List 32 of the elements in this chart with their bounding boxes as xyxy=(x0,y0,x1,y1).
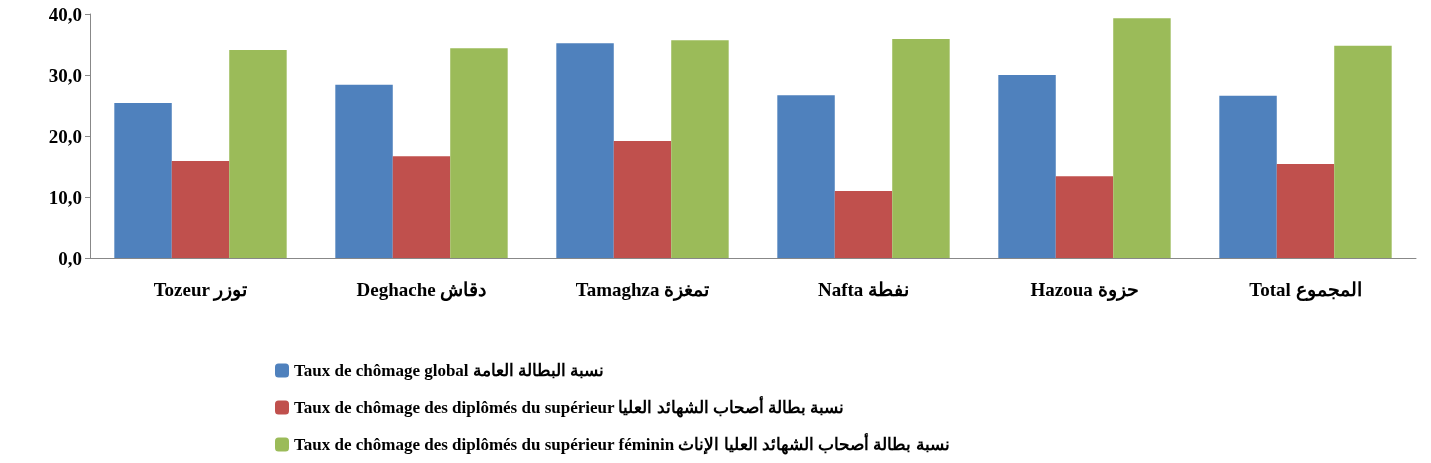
bar xyxy=(114,103,172,258)
x-tick-label: Deghache دقاش xyxy=(356,279,487,301)
bar xyxy=(892,39,950,258)
bar xyxy=(335,84,393,258)
bar xyxy=(834,190,893,258)
bar xyxy=(171,161,230,258)
legend-label: Taux de chômage des diplômés du supérieur féminin نسبة بطالة أصحاب الشهائد العليا الإناث xyxy=(294,432,950,455)
bar xyxy=(229,49,287,258)
bar xyxy=(1334,45,1392,258)
bar xyxy=(998,75,1056,258)
bar xyxy=(1055,176,1114,258)
bar xyxy=(392,156,451,258)
x-tick-label: Hazoua حزوة xyxy=(1030,279,1139,301)
y-tick-label: 10,0 xyxy=(48,186,82,208)
y-tick-label: 30,0 xyxy=(48,64,82,86)
legend-label: Taux de chômage global نسبة البطالة العامة xyxy=(294,361,605,380)
x-tick-label: Nafta نفطة xyxy=(817,279,910,300)
bar xyxy=(777,95,835,258)
x-tick-label: Tozeur توزر xyxy=(153,279,248,301)
bar xyxy=(1219,95,1277,258)
legend-label: Taux de chômage des diplômés du supérieur نسبة بطالة أصحاب الشهائد العليا xyxy=(294,395,845,418)
bar xyxy=(1276,164,1335,258)
bar xyxy=(1113,18,1171,258)
x-tick-label: Total المجموع xyxy=(1249,279,1362,301)
bar xyxy=(613,140,672,258)
bar xyxy=(450,48,508,258)
y-tick-label: 0,0 xyxy=(58,247,82,269)
x-tick-label: Tamaghza تمغزة xyxy=(575,279,710,301)
bar xyxy=(671,40,729,258)
y-tick-label: 20,0 xyxy=(48,125,82,147)
y-tick-label: 40,0 xyxy=(48,3,82,25)
bar xyxy=(556,43,614,258)
